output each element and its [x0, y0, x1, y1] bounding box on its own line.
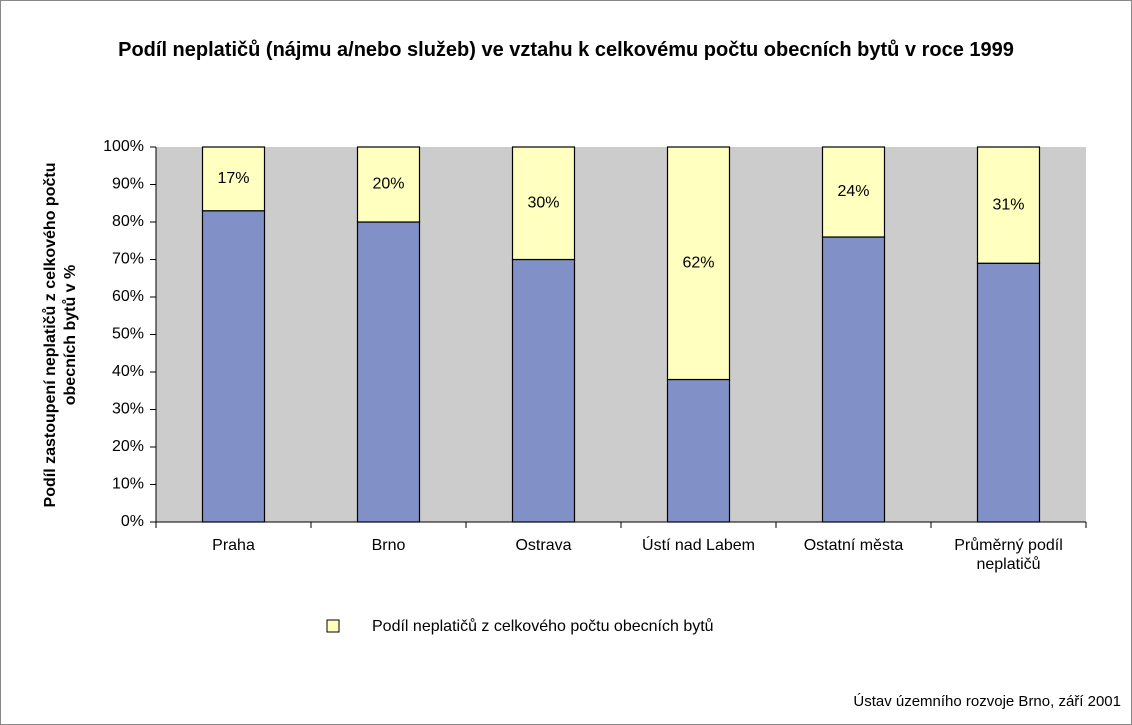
source: Ústav územního rozvoje Brno, září 2001 — [853, 693, 1121, 710]
y-tick-label: 60% — [112, 288, 144, 305]
x-tick-label: Praha — [212, 537, 255, 554]
plot-background — [156, 147, 1086, 522]
data-label: 17% — [217, 170, 249, 187]
x-tick-label: Ostatní města — [803, 537, 904, 554]
y-tick-label: 20% — [112, 438, 144, 455]
legend-swatch — [326, 619, 340, 633]
data-label: 20% — [372, 176, 404, 193]
bar-segment — [511, 258, 576, 523]
bar-segment — [821, 236, 886, 523]
y-tick-label: 10% — [112, 476, 144, 493]
y-tick-label: 30% — [112, 401, 144, 418]
bar-segment — [666, 146, 731, 381]
legend-label: Podíl neplatičů z celkového počtu obecní… — [372, 617, 714, 635]
y-axis-label: Podíl zastoupení neplatičů z celkového p… — [42, 162, 79, 508]
bar-segment — [976, 146, 1041, 264]
chart-title: Podíl neplatičů (nájmu a/nebo služeb) ve… — [118, 39, 1014, 61]
x-tick-label: Průměrný podíl neplatičů — [954, 537, 1063, 573]
y-tick-label: 70% — [112, 251, 144, 268]
y-tick-label: 40% — [112, 363, 144, 380]
y-tick-label: 90% — [112, 176, 144, 193]
y-tick-label: 50% — [112, 326, 144, 343]
x-tick-label: Ostrava — [515, 537, 572, 554]
data-label: 62% — [682, 254, 714, 271]
y-tick-label: 0% — [121, 513, 144, 530]
x-tick-label: Ústí nad Labem — [642, 537, 755, 554]
bar-segment — [666, 378, 731, 523]
data-label: 24% — [837, 183, 869, 200]
bar-segment — [821, 146, 886, 238]
bar-segment — [976, 262, 1041, 523]
x-tick-label: Brno — [371, 537, 406, 554]
data-label: 30% — [527, 194, 559, 211]
bar-segment — [201, 210, 266, 523]
y-tick-label: 100% — [103, 138, 144, 155]
y-tick-label: 80% — [112, 213, 144, 230]
data-label: 31% — [992, 196, 1024, 213]
bar-segment — [511, 146, 576, 261]
bar-segment — [201, 146, 266, 212]
bar-segment — [356, 146, 421, 223]
bar-segment — [356, 221, 421, 523]
